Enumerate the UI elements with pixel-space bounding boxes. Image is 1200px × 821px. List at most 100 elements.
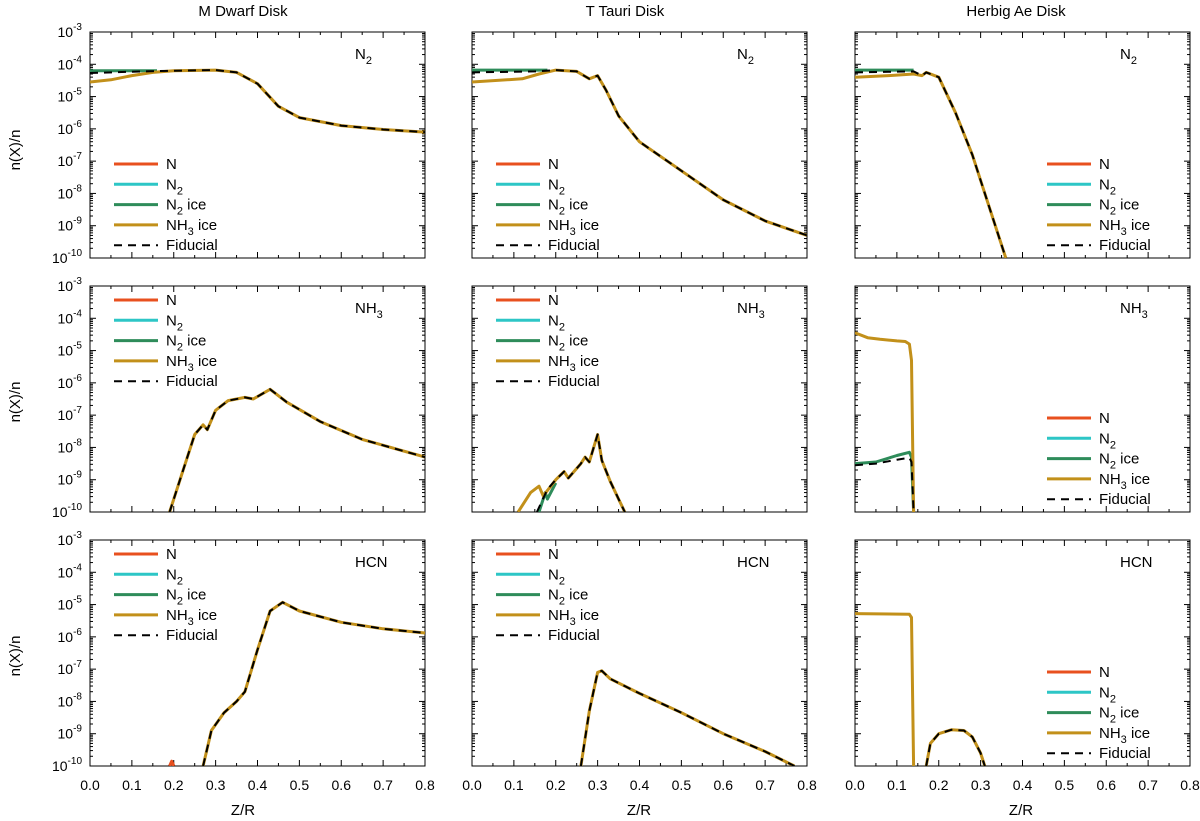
y-axis-label-row-2: n(X)/n xyxy=(7,382,24,423)
legend-label-n: N xyxy=(548,546,559,563)
column-title-herbig-ae: Herbig Ae Disk xyxy=(966,3,1066,20)
x-tick-label: 0.8 xyxy=(797,777,817,793)
legend-label-fiducial: Fiducial xyxy=(548,373,600,390)
y-tick-label: 10-6 xyxy=(58,119,83,137)
series-line-fiducial xyxy=(90,69,425,134)
x-tick-label: 0.5 xyxy=(672,777,692,793)
species-label-n2: N2 xyxy=(737,46,754,67)
x-axis-label-col-1: Z/R xyxy=(231,802,255,819)
series-line-nh3-ice xyxy=(855,612,916,766)
species-label-hcn: HCN xyxy=(355,554,388,571)
legend-label-fiducial: Fiducial xyxy=(1099,237,1151,254)
y-axis-label-row-3: n(X)/n xyxy=(7,636,24,677)
series-line-fiducial xyxy=(472,69,807,237)
species-label-nh3: NH3 xyxy=(1120,300,1148,321)
x-tick-label: 0.4 xyxy=(630,777,650,793)
legend-label-n: N xyxy=(548,156,559,173)
legend-label-n2-ice: N2 ice xyxy=(166,333,206,354)
y-tick-label: 10-4 xyxy=(58,54,83,72)
y-tick-label: 10-6 xyxy=(58,627,83,645)
series-line-nh3-ice xyxy=(855,331,916,512)
y-tick-label: 10-8 xyxy=(58,437,83,455)
y-tick-label: 10-6 xyxy=(58,373,83,391)
y-tick-label: 10-5 xyxy=(58,595,83,613)
x-tick-label: 0.8 xyxy=(1180,777,1200,793)
x-tick-label: 0.2 xyxy=(164,777,184,793)
series-group xyxy=(855,68,1008,258)
y-tick-label: 10-9 xyxy=(58,216,83,234)
panel-m-dwarf-disk-hcn: 10-10 10-9 10-8 10-7 10-6 10-5 10-4 10-3 0.0 0.1 0… xyxy=(52,530,435,793)
y-tick-label: 10-9 xyxy=(58,724,83,742)
legend-label-n: N xyxy=(166,292,177,309)
x-tick-label: 0.3 xyxy=(588,777,608,793)
legend-label-n: N xyxy=(1099,156,1110,173)
x-tick-label: 0.0 xyxy=(845,777,865,793)
series-line-nh3-ice xyxy=(579,669,796,766)
x-tick-label: 0.0 xyxy=(462,777,482,793)
y-tick-label: 10-3 xyxy=(58,530,83,548)
legend-label-n2-ice: N2 ice xyxy=(1099,451,1139,472)
legend-label-n2-ice: N2 ice xyxy=(548,333,588,354)
y-tick-label: 10-8 xyxy=(58,691,83,709)
y-tick-label: 10-3 xyxy=(58,276,83,294)
legend-label-n: N xyxy=(1099,664,1110,681)
legend-label-n2: N2 xyxy=(548,176,565,197)
legend-label-n2: N2 xyxy=(548,566,565,587)
series-line-fiducial xyxy=(855,456,915,512)
series-line-nh3-ice xyxy=(472,68,807,237)
x-tick-label: 0.7 xyxy=(755,777,775,793)
series-line-nh3-ice xyxy=(90,68,425,134)
species-label-n2: N2 xyxy=(355,46,372,67)
legend-label-fiducial: Fiducial xyxy=(166,627,218,644)
column-title-m-dwarf: M Dwarf Disk xyxy=(198,3,288,20)
species-label-nh3: NH3 xyxy=(355,300,383,321)
x-tick-label: 0.0 xyxy=(80,777,100,793)
series-group xyxy=(168,600,425,766)
legend-label-nh3-ice: NH3 ice xyxy=(1099,725,1150,746)
y-tick-label: 10-5 xyxy=(58,341,83,359)
species-label-hcn: HCN xyxy=(737,554,770,571)
x-tick-label: 0.1 xyxy=(504,777,524,793)
legend-label-n2: N2 xyxy=(166,176,183,197)
legend-label-nh3-ice: NH3 ice xyxy=(166,607,217,628)
series-line-nh3-ice xyxy=(924,728,987,766)
panel-m-dwarf-disk-nh3: 10-1010-910-810-710-610-510-410-3NH3NN2N… xyxy=(52,276,426,520)
series-line-fiducial xyxy=(855,70,1007,258)
series-group xyxy=(472,68,807,237)
x-axis-label-col-2: Z/R xyxy=(627,802,651,819)
y-tick-label: 10-7 xyxy=(58,151,83,169)
legend-label-n2: N2 xyxy=(1099,176,1116,197)
series-line-fiducial xyxy=(579,669,795,766)
x-tick-label: 0.4 xyxy=(1013,777,1033,793)
legend-label-nh3-ice: NH3 ice xyxy=(548,353,599,374)
legend-label-n: N xyxy=(548,292,559,309)
x-tick-label: 0.5 xyxy=(1055,777,1075,793)
legend-label-n: N xyxy=(1099,410,1110,427)
legend-label-fiducial: Fiducial xyxy=(548,627,600,644)
legend-label-nh3-ice: NH3 ice xyxy=(166,217,217,238)
legend-label-fiducial: Fiducial xyxy=(166,373,218,390)
x-tick-label: 0.2 xyxy=(546,777,566,793)
legend-label-nh3-ice: NH3 ice xyxy=(166,353,217,374)
legend-label-fiducial: Fiducial xyxy=(166,237,218,254)
x-tick-label: 0.6 xyxy=(714,777,734,793)
legend-label-n2: N2 xyxy=(1099,430,1116,451)
series-group xyxy=(168,387,425,512)
y-tick-label: 10-4 xyxy=(58,562,83,580)
legend-label-n2-ice: N2 ice xyxy=(166,197,206,218)
x-tick-label: 0.1 xyxy=(887,777,907,793)
x-tick-label: 0.6 xyxy=(1097,777,1117,793)
series-line-fiducial xyxy=(925,728,986,766)
y-tick-label: 10-10 xyxy=(52,502,82,520)
legend-label-n2-ice: N2 ice xyxy=(548,197,588,218)
